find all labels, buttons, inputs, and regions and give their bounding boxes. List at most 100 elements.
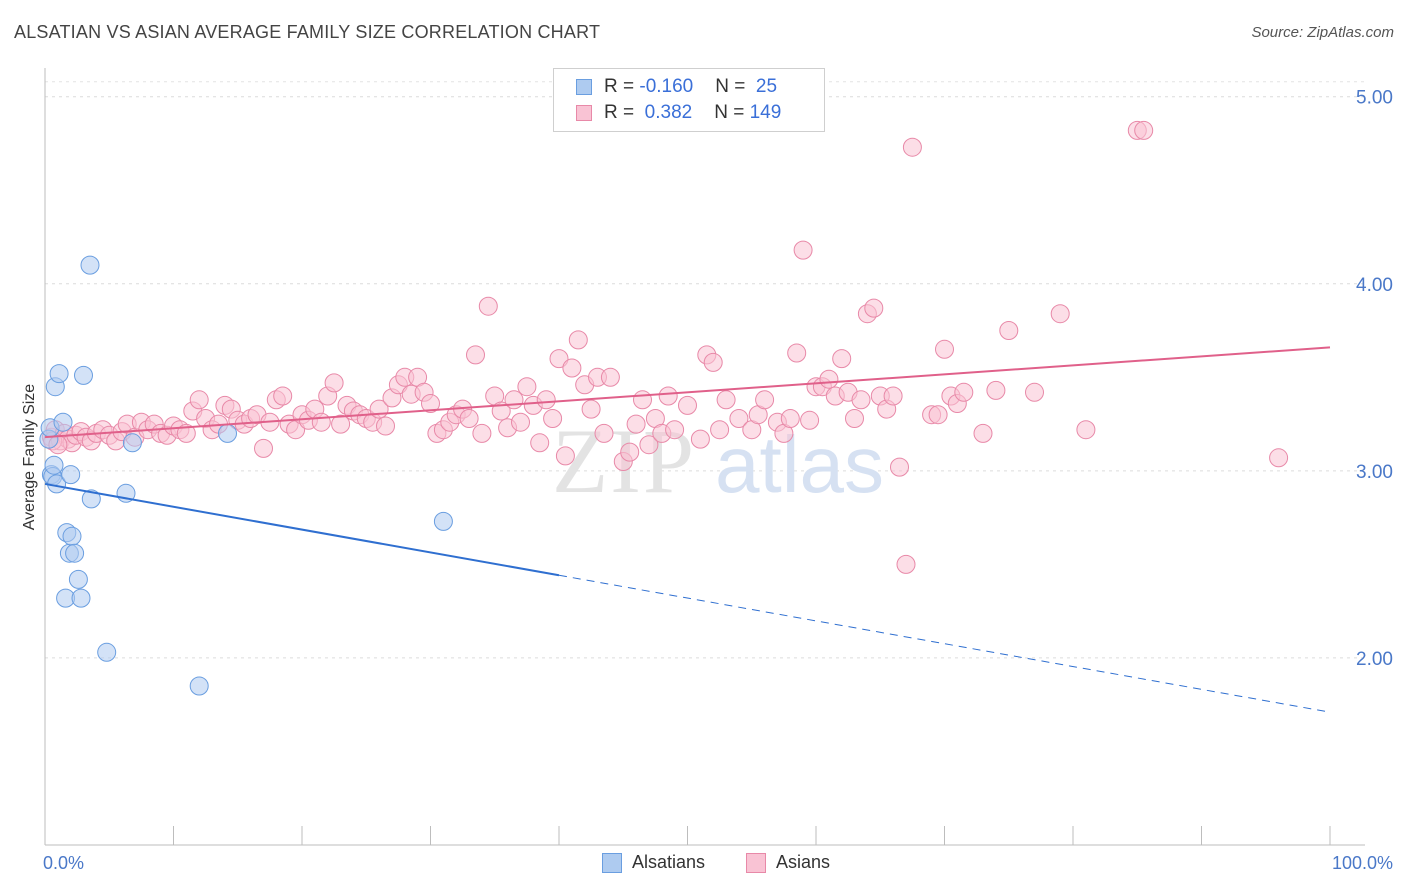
asians-point: [883, 386, 903, 406]
asians-point: [324, 373, 344, 393]
legend-r-value: 0.382: [639, 102, 693, 123]
chart-source: Source: ZipAtlas.com: [1251, 24, 1394, 41]
asians-point: [536, 390, 556, 410]
asians-point: [581, 399, 601, 419]
asians-point: [530, 433, 550, 453]
asians-point: [973, 423, 993, 443]
alsatians-point: [62, 526, 82, 546]
asians-point: [600, 367, 620, 387]
asians-point: [986, 380, 1006, 400]
asians-point: [928, 405, 948, 425]
alsatians-point: [81, 489, 101, 509]
legend-r-label: R =: [604, 76, 640, 97]
asians-point: [716, 390, 736, 410]
alsatians-point: [49, 364, 69, 384]
alsatians-point: [65, 543, 85, 563]
asians-point: [902, 137, 922, 157]
asians-point: [594, 423, 614, 443]
x-tick-label: 100.0%: [1332, 853, 1393, 873]
asians-point: [1076, 420, 1096, 440]
asians-point: [845, 409, 864, 428]
bottom-legend-asians: Asians: [746, 852, 830, 873]
asians-point: [472, 423, 492, 443]
alsatians-point: [71, 588, 91, 608]
asians-points: [41, 120, 1289, 574]
asians-point: [793, 240, 813, 260]
bottom-legend-swatch-asians: [746, 852, 766, 873]
asians-point: [703, 352, 723, 372]
grid-lines: [45, 81, 1365, 659]
asians-point: [633, 390, 652, 410]
asians-point: [787, 343, 807, 363]
legend-r-value: -0.160: [639, 76, 694, 97]
asians-point: [800, 410, 820, 430]
correlation-legend: R = -0.160 N = 25 R = 0.382 N = 149: [553, 68, 825, 132]
asians-point: [999, 321, 1019, 340]
asians-point: [176, 423, 196, 443]
alsatians-point: [44, 455, 64, 475]
asians-point: [549, 349, 569, 369]
asians-point: [376, 416, 395, 436]
asians-point: [890, 457, 909, 477]
asians-point: [832, 349, 852, 369]
legend-row-alsatians: R = -0.160 N = 25: [576, 75, 777, 99]
asians-point: [639, 435, 659, 455]
asians-point: [935, 339, 954, 359]
y-tick-label: 4.00: [1356, 275, 1393, 296]
alsatians-point: [189, 676, 209, 696]
legend-n-label: N =: [715, 76, 751, 97]
asians-point: [658, 386, 678, 406]
asians-point: [555, 446, 575, 466]
legend-r-label: R =: [604, 102, 640, 123]
alsatians-point: [97, 642, 117, 662]
asians-point: [273, 386, 293, 406]
asians-point: [954, 382, 974, 402]
asians-point: [665, 420, 685, 440]
asians-point: [562, 358, 582, 378]
asians-point: [626, 414, 646, 434]
asians-point: [755, 390, 775, 410]
asians-trend-line: [44, 346, 1331, 439]
alsatians-point: [61, 465, 81, 485]
asians-point: [896, 554, 916, 574]
alsatians-trend-line-extension: [558, 574, 1331, 713]
x-tick-label: 0.0%: [43, 853, 84, 873]
alsatians-point: [53, 412, 73, 432]
alsatians-point: [218, 423, 237, 443]
asians-point: [517, 377, 537, 397]
legend-swatch-alsatians: [576, 79, 592, 95]
asians-point: [421, 394, 440, 413]
bottom-legend-swatch-alsatians: [602, 852, 622, 873]
asians-point: [819, 369, 839, 389]
alsatians-point: [68, 569, 88, 589]
bottom-legend-alsatians: Alsatians: [602, 852, 705, 873]
legend-n-label: N =: [714, 102, 750, 123]
y-tick-label: 2.00: [1356, 649, 1393, 670]
chart-title: ALSATIAN VS ASIAN AVERAGE FAMILY SIZE CO…: [14, 22, 601, 42]
asians-point: [1025, 382, 1044, 402]
bottom-legend-label-alsatians: Alsatians: [632, 852, 706, 872]
alsatians-point: [74, 365, 93, 385]
asians-point: [511, 412, 530, 432]
asians-point: [1134, 120, 1154, 140]
asians-point: [1050, 304, 1070, 324]
trend-lines: [44, 346, 1331, 713]
legend-row-asians: R = 0.382 N = 149: [576, 101, 781, 125]
asians-point: [678, 395, 697, 415]
alsatians-trend-line: [44, 482, 560, 577]
asians-point: [1269, 448, 1289, 468]
asians-point: [729, 409, 749, 428]
asians-point: [189, 390, 209, 410]
asians-point: [620, 442, 640, 462]
axes: [44, 68, 1365, 846]
legend-n-value: 25: [750, 76, 778, 97]
asians-point: [478, 296, 498, 316]
watermark-atlas: atlas: [715, 420, 884, 509]
bottom-legend-label-asians: Asians: [776, 852, 831, 872]
y-axis-label: Average Family Size: [21, 384, 38, 531]
alsatians-point: [433, 511, 453, 531]
asians-point: [568, 330, 588, 350]
asians-point: [864, 298, 884, 318]
asians-point: [311, 412, 331, 432]
